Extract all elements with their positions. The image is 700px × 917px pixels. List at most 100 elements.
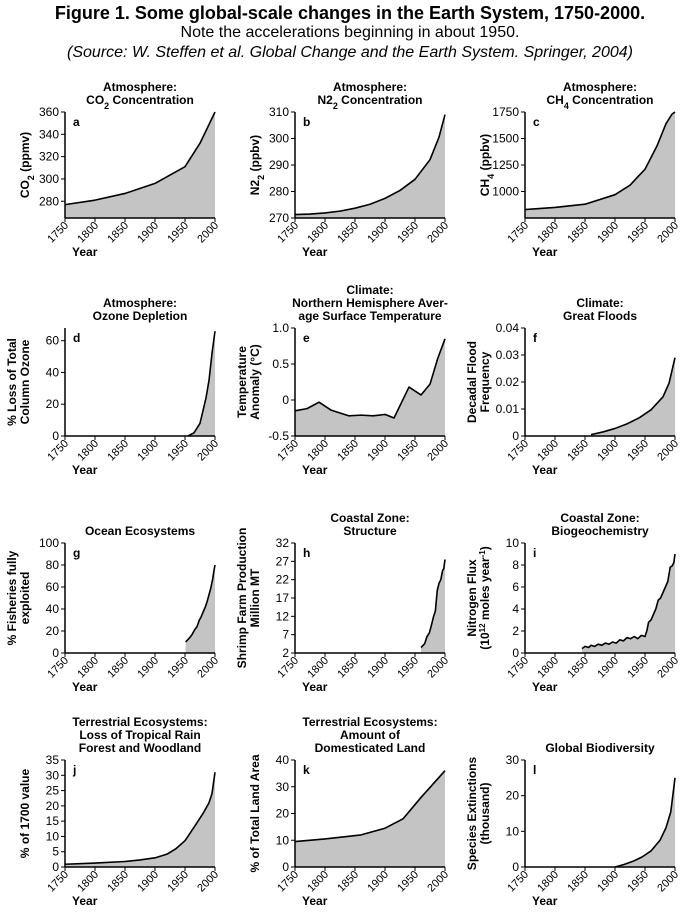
x-tick-label: 1800 [535,220,561,246]
x-tick-label: 1850 [335,869,361,895]
y-tick-label: 40 [46,365,60,379]
y-tick-label: 30 [46,768,60,782]
x-axis-label: Year [302,680,328,694]
y-axis-label: Frequency [478,351,492,412]
chart-panel-c: Atmosphere:CH4 Concentration 1000 1250 1500… [478,80,681,259]
x-tick-label: 1950 [625,438,651,464]
x-tick-label: 1850 [105,655,131,681]
x-tick-label: 1950 [395,438,421,464]
x-tick-label: 1800 [305,655,331,681]
area-fill [65,112,215,218]
x-tick-label: 1750 [275,655,301,681]
x-axis-label: Year [72,680,98,694]
y-tick-label: 80 [46,558,60,572]
chart-title: Great Floods [563,309,637,323]
y-tick-label: 0 [282,860,289,874]
y-axis-label: CO2 (ppmv) [18,132,36,198]
series-line [420,559,446,649]
y-tick-label: 2 [512,624,519,638]
chart-title: Climate: [576,296,623,310]
panel-letter: c [533,115,540,129]
panel-letter: l [533,763,536,777]
y-tick-label: 10 [276,833,290,847]
y-tick-label: 310 [269,105,289,119]
y-tick-label: 40 [46,602,60,616]
chart-title: N22 Concentration [317,93,422,111]
y-axis-label: % Fisheries fully [5,550,19,645]
x-tick-label: 1800 [535,869,561,895]
chart-title: Atmosphere: [103,80,177,94]
y-tick-label: 30 [506,753,520,767]
chart-title: Coastal Zone: [560,511,639,525]
y-tick-label: 300 [39,172,59,186]
y-axis-label: Shrimp Farm Production [235,528,249,669]
chart-title: Ozone Depletion [93,309,188,323]
y-tick-label: 17 [276,591,290,605]
x-tick-label: 1750 [45,869,71,895]
y-tick-label: 1750 [492,105,519,119]
y-tick-label: 5 [52,845,59,859]
chart-panel-a: Atmosphere:CO2 Concentration 280 300 320 340… [18,80,221,259]
y-axis-label: % Loss of Total [5,338,19,426]
x-axis-label: Year [72,463,98,477]
y-tick-label: 12 [276,609,290,623]
x-axis-label: Year [532,894,558,908]
chart-title: CO2 Concentration [86,93,194,111]
chart-panel-f: Climate:Great Floods 0 0.01 0.02 0.03 0.04 175… [465,296,681,477]
x-axis-label: Year [532,463,558,477]
x-axis-label: Year [302,894,328,908]
x-tick-label: 2000 [655,220,681,246]
chart-title: age Surface Temperature [298,309,441,323]
y-tick-label: 1000 [492,185,519,199]
series-line [590,357,676,436]
area-fill [591,357,675,436]
x-tick-label: 1950 [625,220,651,246]
chart-panel-j: Terrestrial Ecosystems:Loss of Tropical … [18,715,221,908]
x-tick-label: 1900 [365,220,391,246]
y-axis-label: Species Extinctions [465,756,479,870]
series-line [581,553,676,650]
x-tick-label: 1850 [335,655,361,681]
x-tick-label: 2000 [425,438,451,464]
series-line [64,772,216,866]
y-tick-label: 100 [39,536,59,550]
x-tick-label: 1950 [625,869,651,895]
x-tick-label: 1850 [565,869,591,895]
x-tick-label: 1950 [625,655,651,681]
y-axis-label: Million MT [248,568,262,627]
chart-title: Terrestrial Ecosystems: [72,715,207,729]
y-tick-label: 0 [52,860,59,874]
y-tick-label: 10 [506,824,520,838]
x-tick-label: 1850 [335,438,361,464]
y-axis-label: (thousand) [478,783,492,845]
x-tick-label: 1850 [105,220,131,246]
series-line [187,331,216,437]
x-tick-label: 1900 [135,869,161,895]
chart-title: Atmosphere: [333,80,407,94]
y-tick-label: 0 [52,646,59,660]
chart-title: Northern Hemisphere Aver- [292,296,448,310]
y-tick-label: 0 [512,429,519,443]
x-tick-label: 1750 [505,438,531,464]
x-tick-label: 1900 [595,655,621,681]
x-tick-label: 2000 [655,869,681,895]
y-tick-label: 20 [46,799,60,813]
x-tick-label: 1850 [565,438,591,464]
chart-title: Structure [343,524,397,538]
panel-letter: d [73,331,80,345]
figure-subtitle: Note the accelerations beginning in abou… [180,24,520,41]
x-tick-label: 1800 [305,220,331,246]
x-tick-label: 1950 [395,869,421,895]
x-tick-label: 1900 [595,220,621,246]
x-axis-label: Year [302,463,328,477]
area-fill [188,331,215,436]
series-line [294,338,446,419]
chart-panel-g: Ocean Ecosystems 0 20 40 60 80 100 1750 1800 1850… [5,524,221,694]
x-tick-label: 1950 [165,220,191,246]
y-tick-label: 0.02 [496,375,520,389]
x-axis-label: Year [72,894,98,908]
y-axis-label: CH4 (ppbv) [478,134,496,196]
x-tick-label: 1750 [45,220,71,246]
y-tick-label: 0.03 [496,348,520,362]
